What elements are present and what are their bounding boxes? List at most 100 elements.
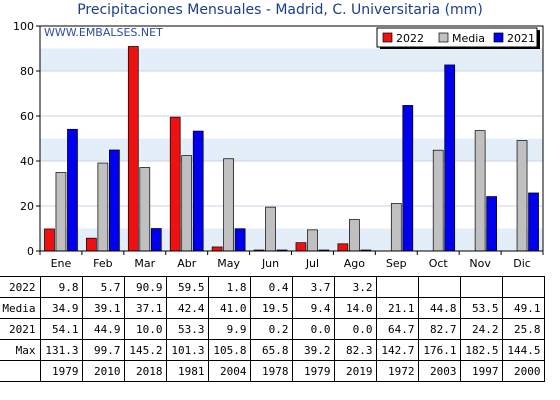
table-cell: 5.7 (81, 276, 125, 298)
table-cell: 0.4 (249, 276, 293, 298)
table-cell: 1.8 (207, 276, 251, 298)
row-label: Media (0, 297, 41, 319)
table-row: Max 131.3 99.7 145.2 101.3 105.8 65.8 39.2 82.3 1… (0, 339, 545, 361)
table-cell: 2019 (333, 360, 377, 382)
plot-area: 0 20 40 60 80 100 Ene Feb Mar Abr May Jun Jul Ago Sep O… (13, 20, 544, 270)
table-cell: 2004 (207, 360, 251, 382)
y-tick-label: 80 (20, 65, 34, 78)
bar-2022-ago (337, 243, 349, 252)
table-cell: 99.7 (81, 339, 125, 361)
watermark-text: WWW.EMBALSES.NET (44, 26, 163, 39)
table-cell: 144.5 (501, 339, 545, 361)
table-cell: 3.2 (333, 276, 377, 298)
table-cell: 19.5 (249, 297, 293, 319)
bar-2022-jul (295, 242, 307, 252)
table-row: 1979 2010 2018 1981 2004 1978 1979 2019 1972 2003… (0, 360, 545, 382)
table-cell: 3.7 (291, 276, 335, 298)
y-tick-label: 40 (20, 155, 34, 168)
y-tick-label: 20 (20, 200, 34, 213)
row-label: Max (0, 339, 41, 361)
table-cell: 25.8 (501, 318, 545, 340)
table-cell: 59.5 (165, 276, 209, 298)
table-cell: 142.7 (375, 339, 419, 361)
table-cell: 2000 (501, 360, 545, 382)
table-cell: 10.0 (123, 318, 167, 340)
table-row: 2021 54.1 44.9 10.0 53.3 9.9 0.2 0.0 0.0 64.7 82.7… (0, 318, 545, 340)
bar-media-sep (390, 203, 402, 252)
x-tick-label: Oct (429, 257, 449, 270)
x-tick-label: Ene (51, 257, 72, 270)
table-cell: 14.0 (333, 297, 377, 319)
bar-2022-ene (44, 228, 55, 252)
grid-band (40, 48, 543, 71)
table-cell (375, 276, 419, 298)
bar-2022-feb (86, 237, 97, 252)
row-label: 2021 (0, 318, 41, 340)
x-tick-label: Jun (261, 257, 279, 270)
table-cell: 34.9 (39, 297, 83, 319)
grid-band (40, 228, 543, 251)
legend-label-2022: 2022 (396, 32, 424, 45)
table-cell: 44.9 (81, 318, 125, 340)
table-cell: 145.2 (123, 339, 167, 361)
x-tick-label: Dic (513, 257, 531, 270)
bar-media-jun (265, 206, 276, 252)
bar-media-ene (55, 172, 67, 252)
table-cell: 0.0 (333, 318, 377, 340)
table-cell: 105.8 (207, 339, 251, 361)
table-cell (501, 276, 545, 298)
table-cell: 9.4 (291, 297, 335, 319)
x-tick-label: Nov (469, 257, 491, 270)
table-cell: 2018 (123, 360, 167, 382)
legend-label-2021: 2021 (507, 32, 535, 45)
table-cell: 37.1 (123, 297, 167, 319)
bar-2022-mar (127, 46, 139, 252)
x-tick-label: Mar (134, 257, 155, 270)
bar-media-mar (139, 167, 151, 252)
y-tick-label: 60 (20, 110, 34, 123)
table-cell: 82.3 (333, 339, 377, 361)
table-cell: 41.0 (207, 297, 251, 319)
bar-2021-feb (109, 149, 120, 252)
table-cell: 44.8 (417, 297, 461, 319)
row-label (0, 360, 41, 382)
table-cell (417, 276, 461, 298)
table-cell (459, 276, 503, 298)
bar-2021-sep (402, 105, 414, 252)
table-cell: 9.8 (39, 276, 83, 298)
table-cell: 1981 (165, 360, 209, 382)
table-cell: 0.2 (249, 318, 293, 340)
bar-2021-ene (67, 128, 78, 252)
table-cell: 53.3 (165, 318, 209, 340)
table-cell: 1978 (249, 360, 293, 382)
table-cell: 54.1 (39, 318, 83, 340)
data-table: 2022 9.8 5.7 90.9 59.5 1.8 0.4 3.7 3.2 Media 34.9 3… (0, 276, 545, 382)
bar-2021-oct (444, 64, 456, 252)
row-label: 2022 (0, 276, 41, 298)
x-tick-label: Sep (386, 257, 407, 270)
table-cell: 1972 (375, 360, 419, 382)
table-cell: 39.1 (81, 297, 125, 319)
y-tick-label: 0 (27, 245, 34, 258)
bar-media-jul (307, 229, 318, 252)
bar-2022-abr (169, 116, 181, 252)
bar-media-abr (181, 155, 193, 252)
table-cell: 101.3 (165, 339, 209, 361)
x-tick-label: May (217, 257, 240, 270)
precipitation-chart: Precipitaciones Mensuales - Madrid, C. U… (13, 2, 544, 270)
x-tick-label: Abr (177, 257, 197, 270)
bar-media-oct (432, 149, 444, 252)
table-cell: 21.1 (375, 297, 419, 319)
table-cell: 182.5 (459, 339, 503, 361)
table-cell: 65.8 (249, 339, 293, 361)
table-cell: 1979 (39, 360, 83, 382)
table-cell: 1979 (291, 360, 335, 382)
y-tick-label: 100 (13, 20, 34, 33)
table-cell: 82.7 (417, 318, 461, 340)
table-cell: 1997 (459, 360, 503, 382)
bar-media-may (223, 158, 234, 252)
grid-band (40, 138, 543, 161)
table-row: Media 34.9 39.1 37.1 42.4 41.0 19.5 9.4 14.0 21.1… (0, 297, 545, 319)
table-cell: 2003 (417, 360, 461, 382)
table-cell: 176.1 (417, 339, 461, 361)
